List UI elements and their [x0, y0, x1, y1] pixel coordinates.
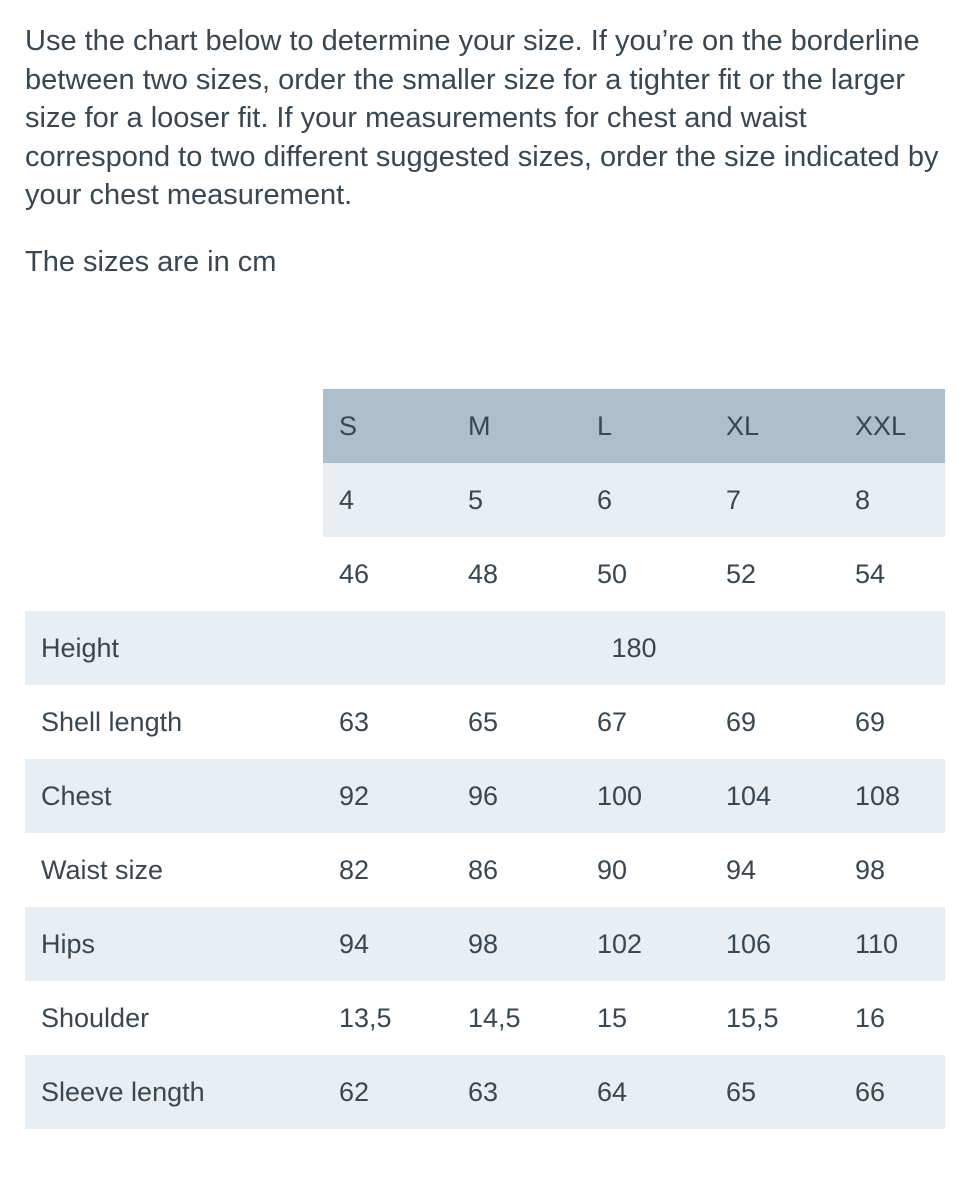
- table-cell: 52: [726, 559, 757, 589]
- row-label: Height: [41, 633, 120, 663]
- units-note: The sizes are in cm: [25, 246, 277, 278]
- table-cell: 63: [468, 1077, 499, 1107]
- table-row: Sleeve length 62 63 64 65 66: [25, 1055, 945, 1129]
- table-cell: 13,5: [339, 1003, 392, 1033]
- table-cell: 69: [855, 707, 886, 737]
- table-row: Shell length 63 65 67 69 69: [25, 685, 945, 759]
- table-cell: 62: [339, 1077, 370, 1107]
- table-cell: 54: [855, 559, 886, 589]
- row-label: Hips: [41, 929, 96, 959]
- row-label: Sleeve length: [41, 1077, 205, 1107]
- table-cell: 106: [726, 929, 772, 959]
- table-cell: 4: [339, 485, 355, 515]
- table-row: Hips 94 98 102 106 110: [25, 907, 945, 981]
- table-cell: 69: [726, 707, 757, 737]
- table-cell: 8: [855, 485, 871, 515]
- table-row: 4 5 6 7 8: [323, 463, 945, 537]
- table-cell: 90: [597, 855, 628, 885]
- table-cell: 98: [855, 855, 886, 885]
- table-cell: 96: [468, 781, 499, 811]
- column-header: L: [597, 411, 613, 441]
- table-cell: 180: [611, 633, 657, 663]
- table-cell: 5: [468, 485, 484, 515]
- table-cell: 65: [726, 1077, 757, 1107]
- table-row: Chest 92 96 100 104 108: [25, 759, 945, 833]
- table-cell: 66: [855, 1077, 886, 1107]
- table-cell: 14,5: [468, 1003, 521, 1033]
- table-cell: 98: [468, 929, 499, 959]
- row-label: Waist size: [41, 855, 164, 885]
- intro-text: Use the chart below to determine your si…: [25, 25, 939, 211]
- table-cell: 15,5: [726, 1003, 779, 1033]
- table-cell: 94: [339, 929, 370, 959]
- table-row: Shoulder 13,5 14,5 15 15,5 16: [25, 981, 945, 1055]
- table-cell: 63: [339, 707, 370, 737]
- table-cell: 104: [726, 781, 772, 811]
- column-header: S: [339, 411, 358, 441]
- table-cell: 110: [855, 929, 899, 959]
- table-cell: 65: [468, 707, 499, 737]
- table-cell: 15: [597, 1003, 628, 1033]
- table-cell: 92: [339, 781, 370, 811]
- table-row: Height 180: [25, 611, 945, 685]
- table-row: Waist size 82 86 90 94 98: [25, 833, 945, 907]
- table-cell: 16: [855, 1003, 886, 1033]
- column-header: XL: [726, 411, 760, 441]
- table-cell: 67: [597, 707, 628, 737]
- table-cell: 82: [339, 855, 370, 885]
- column-header: XXL: [855, 411, 907, 441]
- table-cell: 46: [339, 559, 370, 589]
- table-cell: 6: [597, 485, 613, 515]
- row-label: Chest: [41, 781, 112, 811]
- row-label: Shell length: [41, 707, 183, 737]
- table-header-row: S M L XL XXL: [323, 389, 945, 463]
- row-label: Shoulder: [41, 1003, 150, 1033]
- table-cell: 64: [597, 1077, 628, 1107]
- table-cell: 102: [597, 929, 643, 959]
- table-cell: 108: [855, 781, 901, 811]
- table-cell: 94: [726, 855, 757, 885]
- table-cell: 50: [597, 559, 628, 589]
- table-cell: 7: [726, 485, 742, 515]
- table-cell: 100: [597, 781, 643, 811]
- table-row: 46 48 50 52 54: [323, 537, 945, 611]
- table-cell: 86: [468, 855, 499, 885]
- table-cell: 48: [468, 559, 499, 589]
- column-header: M: [468, 411, 491, 441]
